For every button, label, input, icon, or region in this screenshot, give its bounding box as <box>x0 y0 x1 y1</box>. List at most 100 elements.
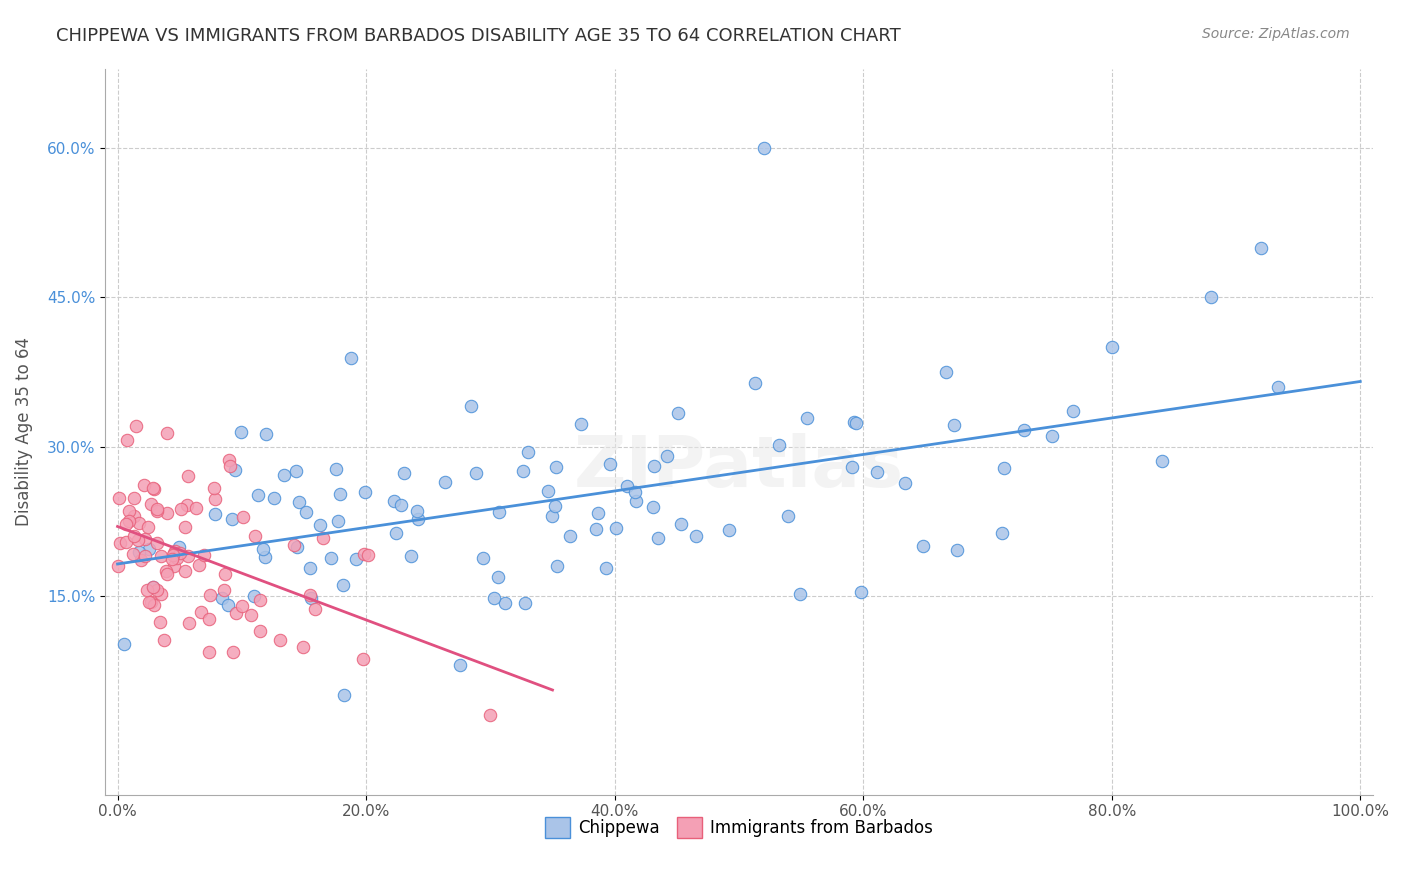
Point <box>156 426 179 441</box>
Point <box>647 531 669 545</box>
Point <box>796 411 818 425</box>
Point <box>108 491 131 506</box>
Point <box>599 457 621 471</box>
Point <box>340 351 363 365</box>
Point <box>294 505 316 519</box>
Point <box>309 517 332 532</box>
Point <box>179 616 201 631</box>
Point <box>479 708 502 723</box>
Point <box>616 479 638 493</box>
Point <box>655 449 678 463</box>
Point <box>285 541 308 555</box>
Point <box>142 482 165 496</box>
Point <box>546 558 568 573</box>
Point <box>1101 340 1123 354</box>
Point <box>222 645 245 659</box>
Point <box>494 596 516 610</box>
Point <box>217 598 239 612</box>
Point <box>1250 241 1272 255</box>
Point <box>184 500 207 515</box>
Point <box>231 599 253 613</box>
Point <box>569 417 592 432</box>
Point <box>685 529 707 543</box>
Point <box>107 559 129 574</box>
Point <box>225 606 247 620</box>
Point <box>190 606 212 620</box>
Text: CHIPPEWA VS IMMIGRANTS FROM BARBADOS DISABILITY AGE 35 TO 64 CORRELATION CHART: CHIPPEWA VS IMMIGRANTS FROM BARBADOS DIS… <box>56 27 901 45</box>
Point <box>669 516 692 531</box>
Point <box>768 438 790 452</box>
Point <box>352 652 374 666</box>
Point <box>943 418 966 433</box>
Point <box>160 551 183 566</box>
Point <box>718 523 741 537</box>
Point <box>408 512 430 526</box>
Point <box>641 500 664 514</box>
Point <box>176 498 198 512</box>
Point <box>166 551 188 566</box>
Point <box>240 608 263 623</box>
Point <box>465 466 488 480</box>
Point <box>214 567 236 582</box>
Point <box>253 550 276 565</box>
Point <box>1150 454 1173 468</box>
Point <box>177 549 200 563</box>
Point <box>993 460 1015 475</box>
Text: ZIPatlas: ZIPatlas <box>574 434 904 502</box>
Point <box>145 583 167 598</box>
Point <box>249 624 271 639</box>
Point <box>329 487 352 501</box>
Point <box>128 516 150 530</box>
Point <box>624 494 647 508</box>
Point <box>842 416 865 430</box>
Point <box>406 503 429 517</box>
Point <box>516 445 538 459</box>
Point <box>325 462 347 476</box>
Point <box>354 485 377 500</box>
Point <box>224 463 246 477</box>
Point <box>142 481 165 495</box>
Point <box>163 544 186 558</box>
Point <box>246 488 269 502</box>
Point <box>121 547 143 561</box>
Point <box>284 464 307 478</box>
Point <box>202 481 225 495</box>
Point <box>744 376 766 390</box>
Point <box>173 520 195 534</box>
Point <box>122 529 145 543</box>
Point <box>353 547 375 561</box>
Point <box>560 529 582 543</box>
Point <box>249 592 271 607</box>
Point <box>167 540 190 554</box>
Point <box>866 465 889 479</box>
Point <box>145 504 167 518</box>
Point <box>155 564 177 578</box>
Point <box>145 536 167 550</box>
Point <box>114 516 136 531</box>
Point <box>752 141 775 155</box>
Point <box>299 560 322 574</box>
Text: Source: ZipAtlas.com: Source: ZipAtlas.com <box>1202 27 1350 41</box>
Point <box>623 485 645 500</box>
Point <box>471 551 494 566</box>
Point <box>141 497 163 511</box>
Point <box>204 507 226 521</box>
Point <box>512 464 534 478</box>
Point <box>142 580 165 594</box>
Point <box>212 582 235 597</box>
Point <box>112 637 135 651</box>
Point <box>117 433 139 447</box>
Point <box>163 559 186 574</box>
Point <box>170 502 193 516</box>
Point <box>232 509 254 524</box>
Point <box>312 531 335 545</box>
Y-axis label: Disability Age 35 to 64: Disability Age 35 to 64 <box>15 337 32 526</box>
Point <box>894 475 917 490</box>
Point <box>326 514 349 528</box>
Point <box>254 427 277 442</box>
Point <box>143 598 166 612</box>
Point <box>110 536 132 550</box>
Point <box>221 511 243 525</box>
Point <box>935 365 957 379</box>
Point <box>1267 380 1289 394</box>
